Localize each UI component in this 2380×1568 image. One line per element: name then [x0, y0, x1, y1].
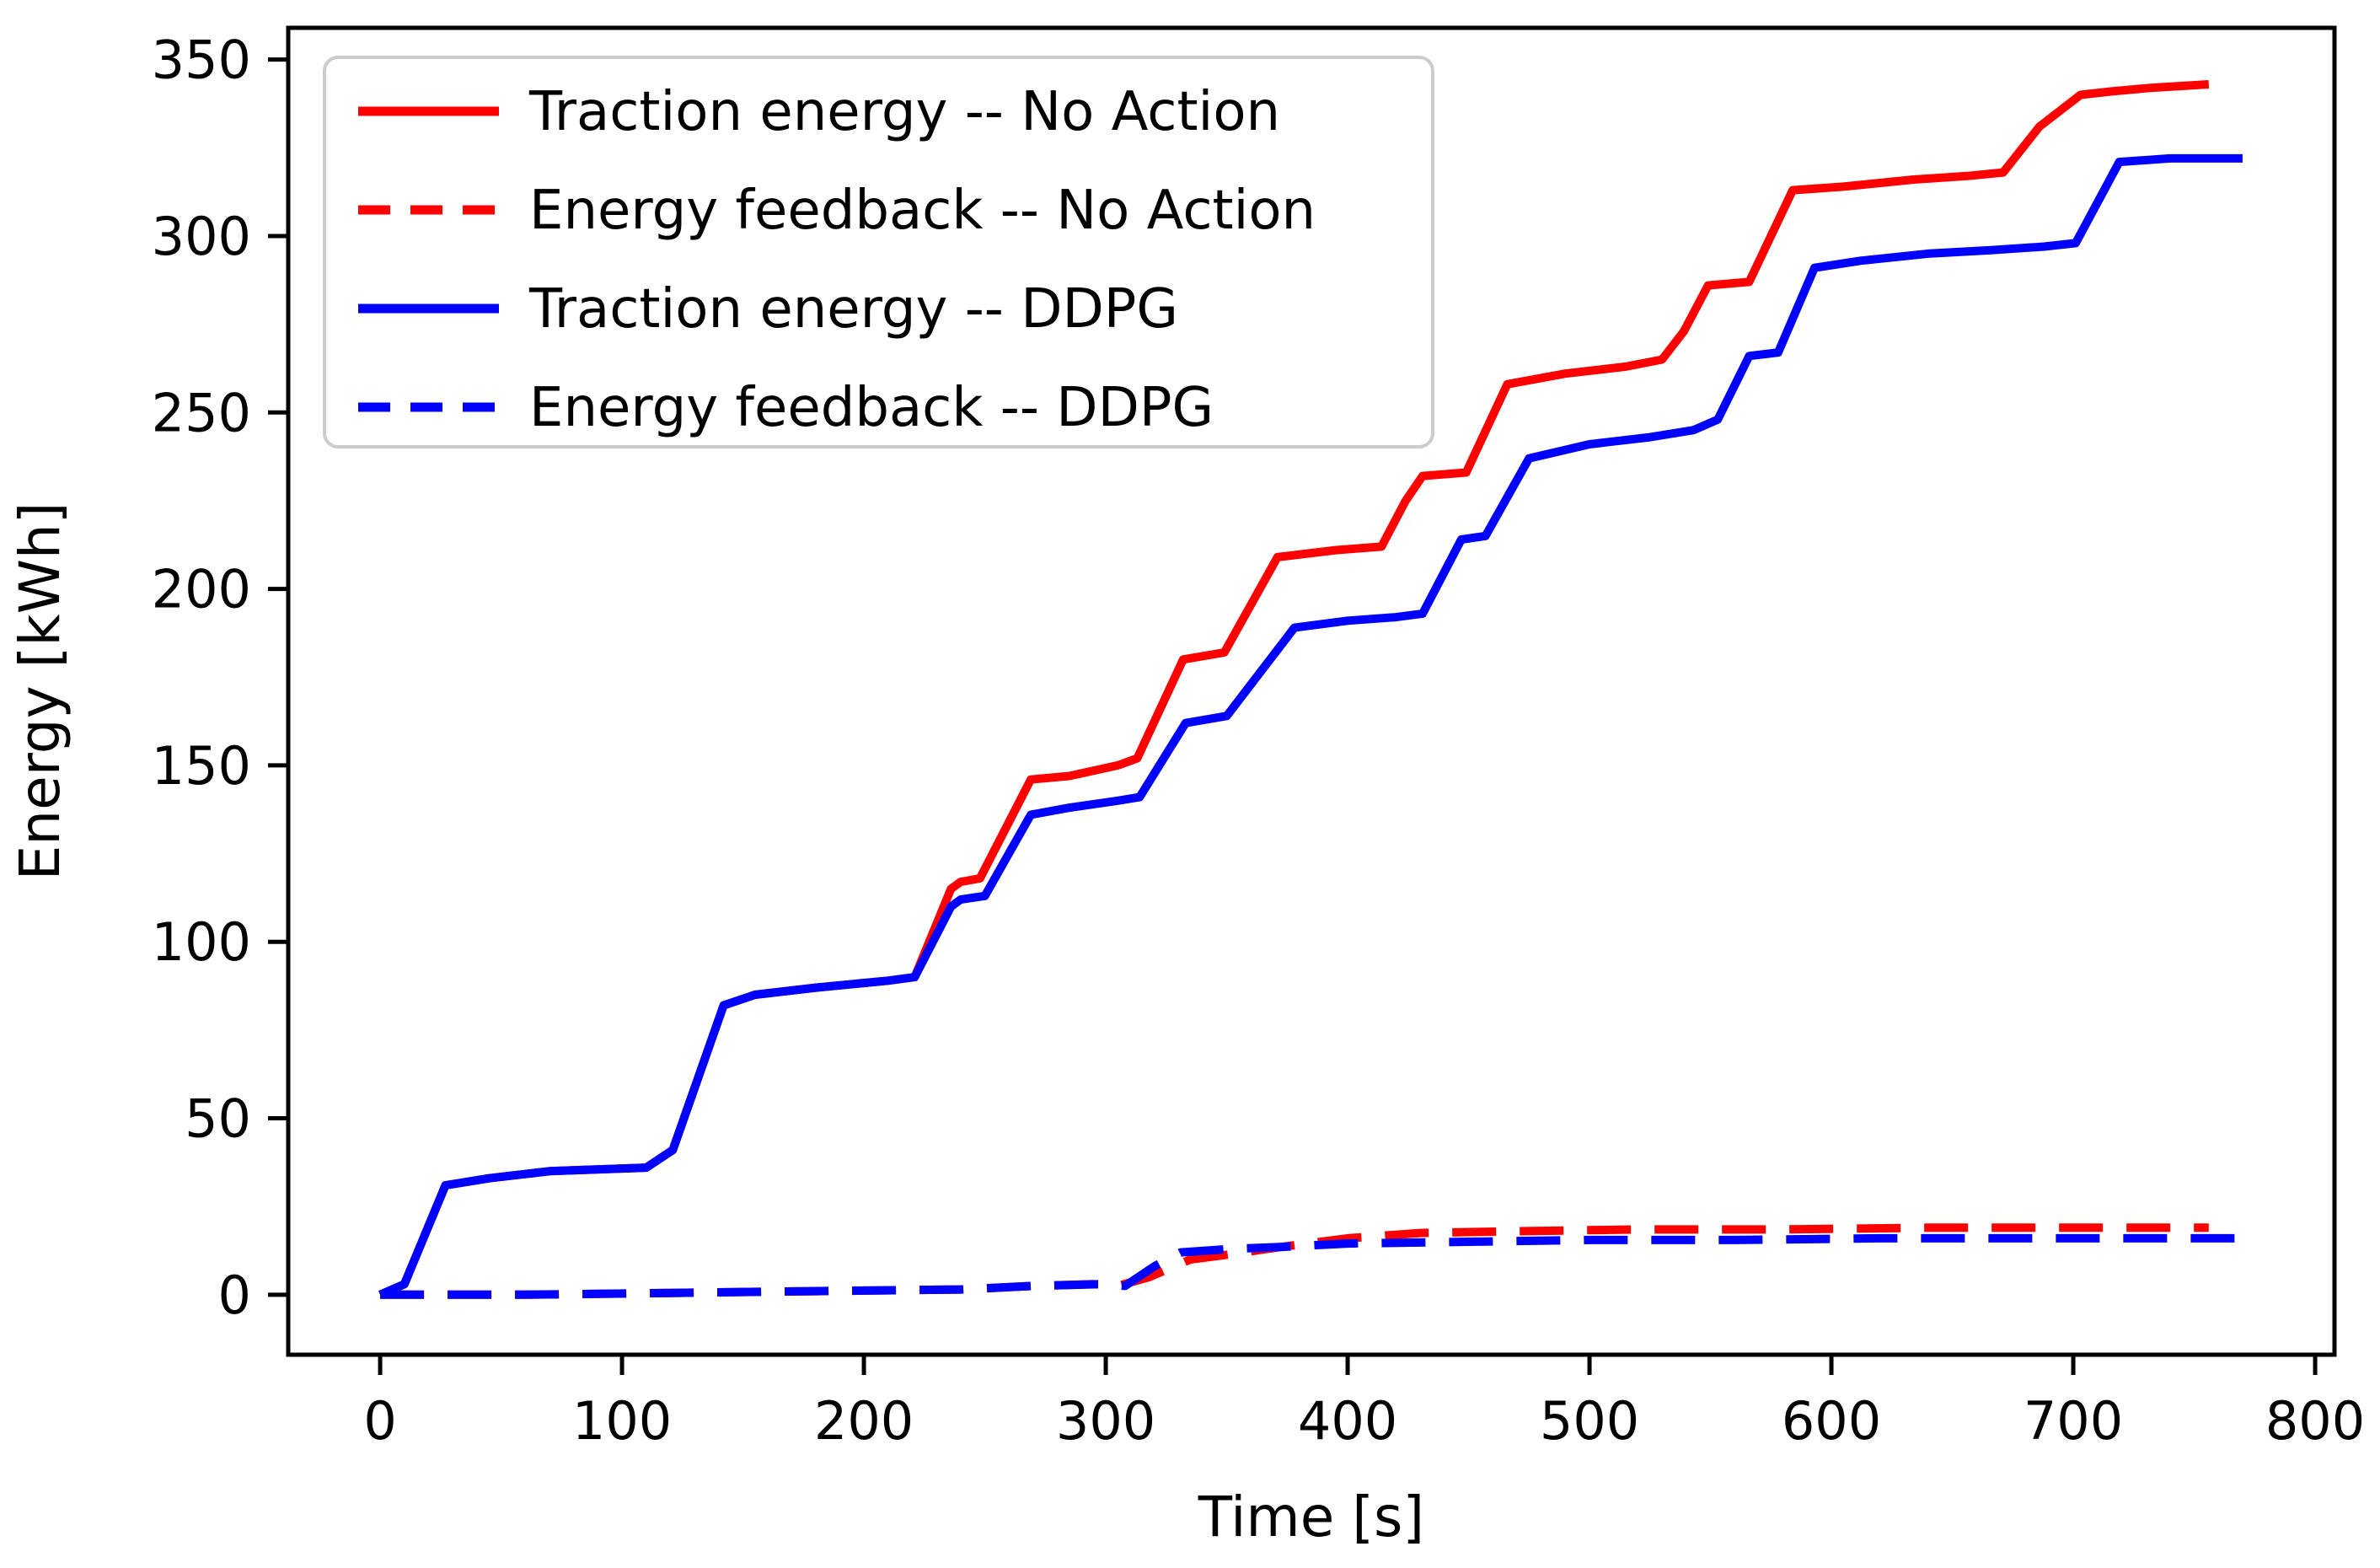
x-tick-label: 800 — [2265, 1390, 2365, 1452]
y-tick-label: 50 — [185, 1088, 251, 1150]
legend-box — [323, 56, 1434, 448]
x-tick-label: 700 — [2024, 1390, 2123, 1452]
y-tick-label: 350 — [152, 30, 251, 91]
legend: Traction energy -- No Action Energy feedb… — [323, 56, 1434, 448]
legend-entry-label: Energy feedback -- DDPG — [529, 377, 1214, 439]
x-tick-label: 500 — [1540, 1390, 1639, 1452]
series-line-1-dashed — [380, 1223, 2209, 1299]
x-tick-label: 300 — [1056, 1390, 1155, 1452]
x-tick-label: 0 — [363, 1390, 396, 1452]
series-group — [378, 80, 2243, 1299]
y-tick-label: 0 — [218, 1265, 251, 1326]
x-axis-label: Time [s] — [1198, 1485, 1424, 1549]
y-tick-label: 300 — [152, 206, 251, 267]
x-tick-label: 100 — [572, 1390, 672, 1452]
x-axis-ticks: 0 100 200 300 400 500 600 700 800 — [363, 1355, 2365, 1452]
y-tick-label: 200 — [152, 559, 251, 620]
x-tick-label: 400 — [1298, 1390, 1397, 1452]
y-axis-ticks: 0 50 100 150 200 250 300 350 — [152, 30, 288, 1326]
plot-frame — [286, 25, 2337, 1357]
legend-entry-label: Traction energy -- DDPG — [528, 278, 1178, 341]
legend-entry-label: Energy feedback -- No Action — [529, 180, 1316, 242]
legend-entries: Traction energy -- No Action Energy feedb… — [358, 81, 1316, 439]
x-tick-label: 200 — [814, 1390, 914, 1452]
y-axis-label: Energy [kWh] — [8, 502, 72, 881]
series-line-2-solid — [378, 153, 2243, 1299]
y-tick-label: 100 — [152, 911, 251, 973]
x-tick-label: 600 — [1782, 1390, 1881, 1452]
y-tick-label: 250 — [152, 382, 251, 443]
y-tick-label: 150 — [152, 735, 251, 797]
series-line-3-dashed — [380, 1233, 2243, 1299]
legend-entry-label: Traction energy -- No Action — [528, 81, 1280, 143]
